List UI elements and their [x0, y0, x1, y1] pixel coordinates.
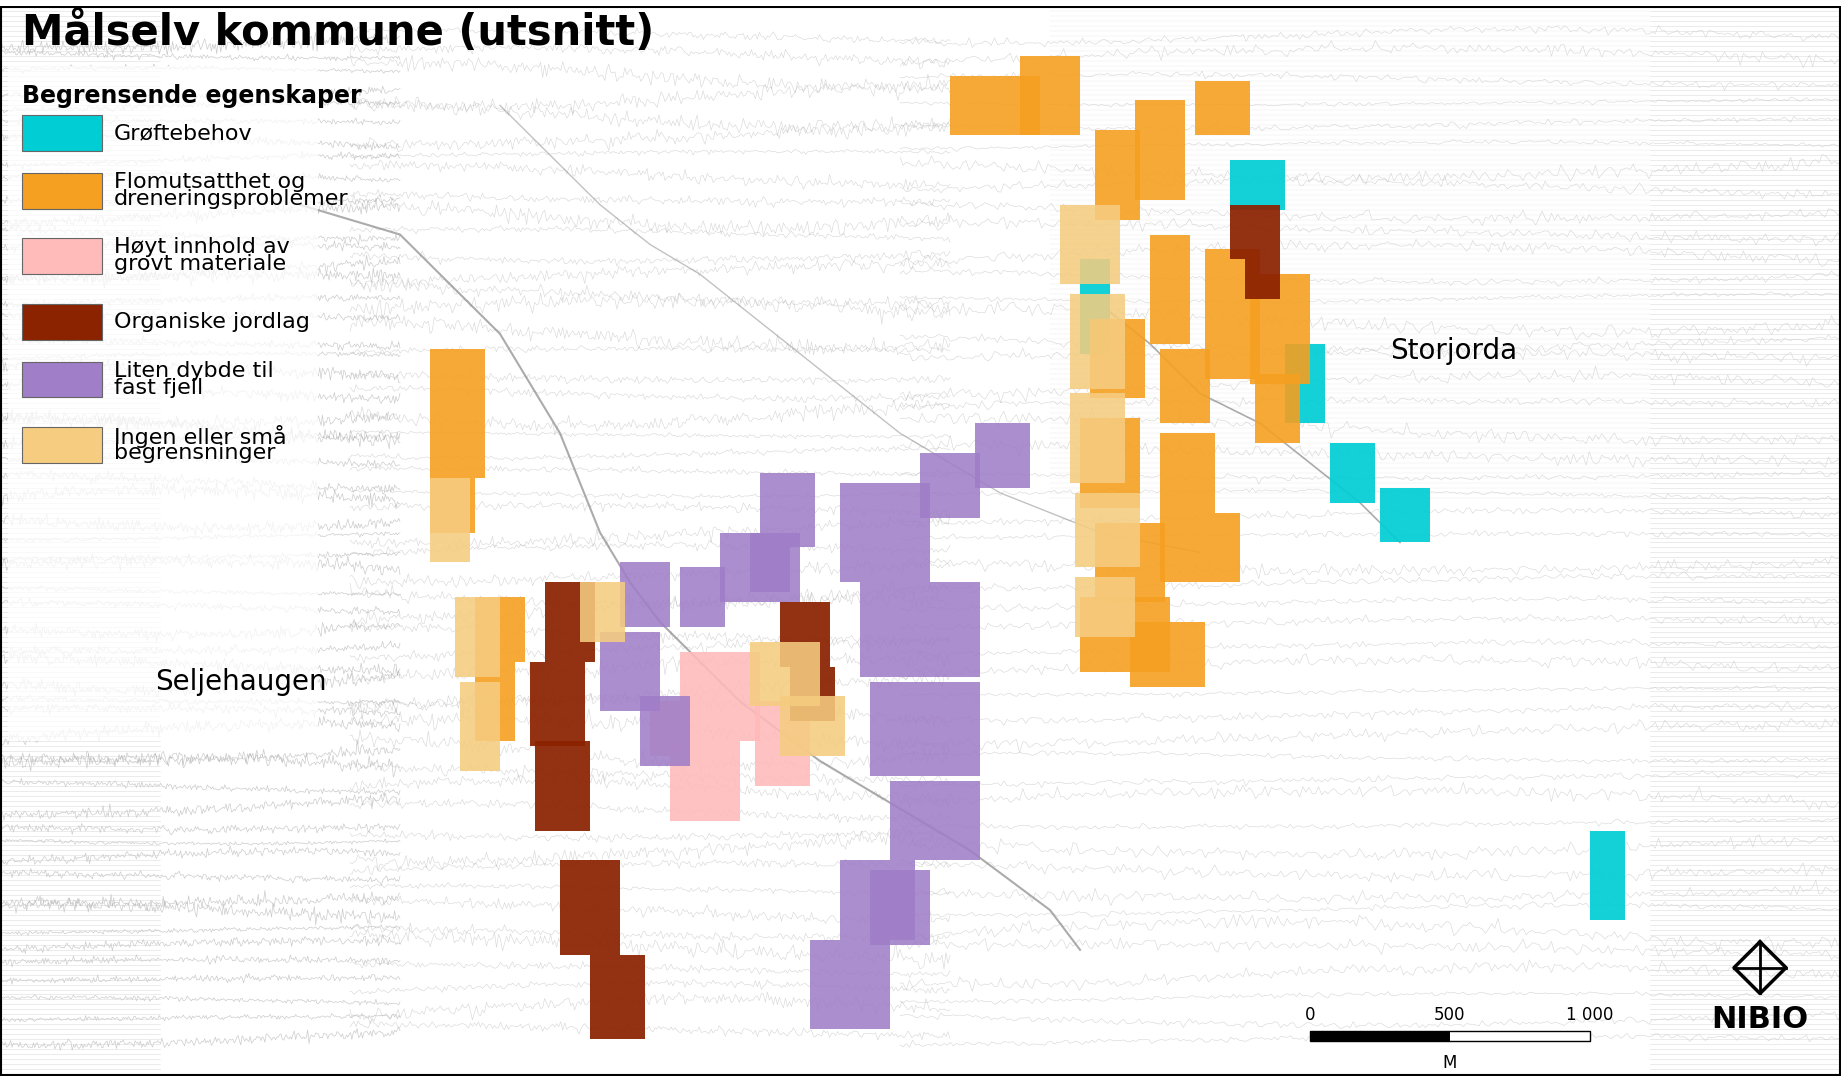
Text: grovt materiale: grovt materiale	[114, 254, 285, 275]
Bar	[1245, 260, 1279, 299]
Bar	[545, 583, 595, 661]
Bar	[679, 568, 725, 627]
Bar	[1081, 260, 1110, 353]
Bar	[1160, 513, 1241, 583]
Bar	[871, 870, 930, 945]
Text: dreneringsproblemer: dreneringsproblemer	[114, 188, 348, 209]
Bar	[1381, 488, 1430, 543]
Bar	[810, 940, 889, 1030]
Text: 500: 500	[1434, 1006, 1465, 1024]
Bar	[530, 661, 585, 746]
Text: Ingen eller små: Ingen eller små	[114, 424, 287, 448]
Bar	[1020, 56, 1081, 136]
Text: 0: 0	[1305, 1006, 1314, 1024]
Bar	[1230, 160, 1285, 210]
Bar	[641, 697, 690, 766]
Bar	[1130, 621, 1206, 686]
Bar	[536, 741, 589, 830]
Bar	[460, 682, 501, 771]
Bar	[1081, 418, 1140, 507]
Bar	[1090, 319, 1145, 398]
Bar	[1075, 493, 1140, 568]
Bar	[920, 453, 979, 518]
Bar	[1081, 597, 1171, 672]
Bar	[1311, 1032, 1451, 1041]
Bar	[580, 583, 624, 642]
Bar	[976, 423, 1029, 488]
Bar	[749, 642, 819, 707]
Bar	[1311, 1032, 1591, 1041]
Bar	[749, 532, 790, 592]
Bar	[22, 362, 101, 397]
Bar	[860, 583, 979, 676]
Bar	[1256, 374, 1300, 443]
Bar	[431, 349, 484, 478]
Bar	[781, 697, 845, 756]
Bar	[1070, 294, 1125, 389]
Bar	[22, 115, 101, 151]
Text: Begrensende egenskaper: Begrensende egenskaper	[22, 84, 361, 108]
Text: Storjorda: Storjorda	[1390, 337, 1517, 365]
Bar	[650, 701, 679, 756]
Text: Seljehaugen: Seljehaugen	[155, 668, 326, 696]
Bar	[7, 66, 318, 741]
Bar	[679, 652, 760, 741]
Bar	[600, 632, 661, 712]
Bar	[1195, 81, 1250, 136]
Text: Målselv kommune (utsnitt): Målselv kommune (utsnitt)	[22, 11, 654, 54]
Bar	[790, 667, 836, 722]
Bar	[560, 861, 620, 954]
Bar	[839, 861, 915, 940]
Text: begrensninger: begrensninger	[114, 443, 276, 463]
Text: Liten dybde til: Liten dybde til	[114, 361, 274, 380]
Bar	[455, 597, 501, 676]
Bar	[1329, 443, 1375, 503]
Bar	[755, 701, 810, 786]
Bar	[720, 532, 801, 602]
Bar	[475, 597, 525, 661]
Bar	[839, 482, 930, 583]
Bar	[1095, 130, 1140, 220]
Bar	[1591, 830, 1626, 920]
Bar	[22, 428, 101, 463]
Bar	[781, 602, 830, 667]
Bar	[1151, 235, 1189, 344]
Bar	[22, 173, 101, 209]
Text: Organiske jordlag: Organiske jordlag	[114, 312, 309, 332]
Bar	[589, 954, 644, 1039]
Text: Flomutsatthet og: Flomutsatthet og	[114, 172, 306, 192]
Bar	[871, 682, 979, 775]
Bar	[1060, 205, 1119, 284]
Bar	[1160, 349, 1210, 423]
Bar	[950, 75, 1040, 136]
Bar	[431, 478, 475, 532]
Bar	[431, 478, 469, 562]
Bar	[22, 304, 101, 340]
Text: NIBIO: NIBIO	[1712, 1005, 1808, 1034]
Text: Grøftebehov: Grøftebehov	[114, 123, 252, 143]
Text: fast fjell: fast fjell	[114, 378, 203, 397]
Bar	[1075, 577, 1136, 637]
Bar	[670, 741, 740, 821]
Bar	[760, 473, 816, 547]
Bar	[1160, 433, 1215, 513]
Bar	[1095, 522, 1165, 602]
Bar	[1311, 1032, 1591, 1041]
Bar	[1206, 250, 1259, 379]
Bar	[1451, 1032, 1591, 1041]
Bar	[1285, 344, 1326, 423]
Bar	[1230, 205, 1279, 260]
Bar	[1136, 100, 1186, 199]
Bar	[22, 238, 101, 275]
Text: M: M	[1443, 1054, 1458, 1072]
Bar	[475, 661, 515, 741]
Bar	[1250, 275, 1311, 383]
Bar	[620, 562, 670, 627]
Bar	[1070, 393, 1125, 482]
Text: Høyt innhold av: Høyt innhold av	[114, 237, 289, 257]
Text: 1 000: 1 000	[1567, 1006, 1615, 1024]
Bar	[889, 781, 979, 861]
